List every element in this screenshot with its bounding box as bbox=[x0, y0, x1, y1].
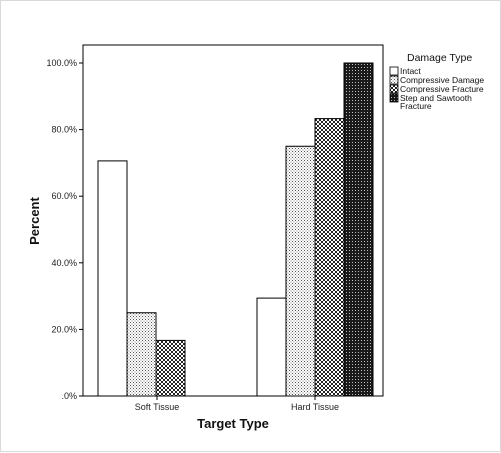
legend-label: Step and Sawtooth Fracture bbox=[400, 93, 472, 111]
y-tick-label: 60.0% bbox=[51, 191, 77, 201]
y-tick-label: 80.0% bbox=[51, 125, 77, 135]
y-tick-label: 100.0% bbox=[46, 58, 77, 68]
y-axis-ticks: .0% 20.0% 40.0% 60.0% 80.0% 100.0% bbox=[46, 58, 83, 401]
legend-label: Intact bbox=[400, 66, 421, 76]
bar-0-2 bbox=[155, 339, 186, 397]
bar-1-0 bbox=[256, 297, 287, 397]
legend-swatch bbox=[389, 66, 399, 76]
bar-1-2 bbox=[314, 118, 345, 397]
legend-swatch bbox=[389, 93, 399, 103]
bar-1-3 bbox=[343, 62, 374, 397]
bar-0-1 bbox=[126, 312, 157, 397]
legend-label: Compressive Damage bbox=[400, 75, 484, 85]
bars bbox=[97, 62, 374, 397]
x-axis-title: Target Type bbox=[197, 416, 269, 431]
legend-swatch bbox=[389, 75, 399, 85]
x-tick-label: Hard Tissue bbox=[291, 402, 339, 412]
legend-label: Compressive Fracture bbox=[400, 84, 484, 94]
legend-title: Damage Type bbox=[407, 52, 472, 64]
y-axis-title: Percent bbox=[27, 196, 42, 244]
y-tick-label: .0% bbox=[61, 391, 77, 401]
bar-0-0 bbox=[97, 160, 128, 397]
x-axis-ticks: Soft Tissue Hard Tissue bbox=[135, 396, 339, 412]
x-tick-label: Soft Tissue bbox=[135, 402, 180, 412]
y-tick-label: 20.0% bbox=[51, 324, 77, 334]
y-tick-label: 40.0% bbox=[51, 258, 77, 268]
bar-1-1 bbox=[285, 145, 316, 397]
legend-swatch bbox=[389, 84, 399, 94]
